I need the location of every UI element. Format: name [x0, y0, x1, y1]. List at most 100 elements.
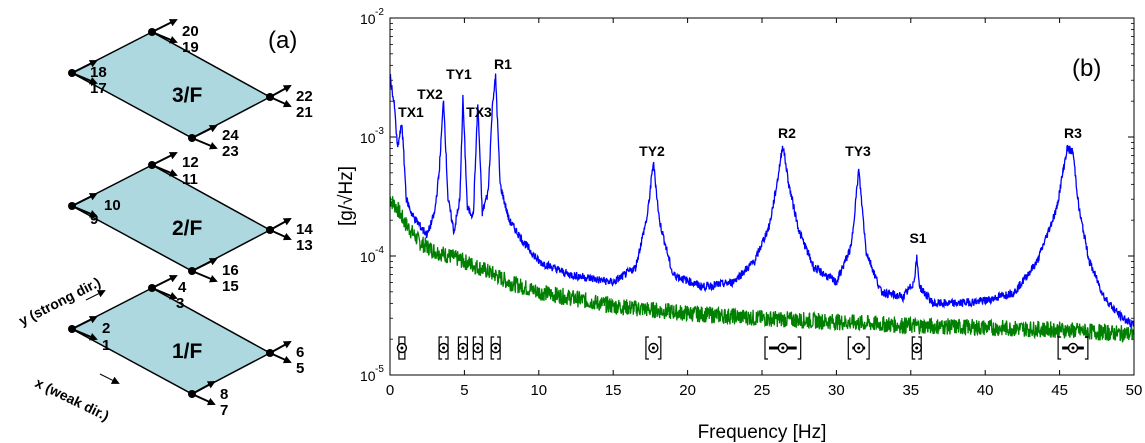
sensor-number: 7	[220, 402, 228, 419]
floor-label: 1/F	[172, 340, 203, 363]
sensor-number: 14	[296, 221, 313, 238]
sensor-number: 9	[90, 211, 98, 228]
y-tick-label: 10	[360, 11, 376, 27]
error-bar	[764, 336, 802, 360]
sensor-number: 5	[296, 360, 304, 377]
sensor-node	[266, 85, 292, 108]
sensor-number: 12	[182, 154, 199, 171]
x-axis-label: Frequency [Hz]	[698, 422, 827, 443]
y-direction-arrow	[85, 290, 106, 301]
series-line-blue	[389, 73, 1135, 329]
error-bar-bracket	[866, 336, 870, 360]
peak-label: R1	[494, 56, 512, 72]
error-bar-center-dot	[494, 346, 498, 350]
error-bar-bracket	[657, 336, 662, 360]
error-bar-bracket	[797, 336, 802, 360]
series-lines	[389, 73, 1135, 343]
x-axis-ticks: 0 5 10 15 20 25 30 35 40 45 50	[386, 18, 1143, 399]
sensor-node	[68, 316, 98, 341]
panel-a-label: (a)	[268, 27, 297, 54]
error-bar-center-dot	[781, 346, 785, 350]
panel-a: (a) 3/F 20 19 18 17 22 21 24 23 2/F 12 1…	[16, 19, 313, 424]
sensor-number: 17	[90, 80, 107, 97]
error-bar-bracket	[847, 336, 852, 360]
sensor-number: 24	[222, 127, 239, 144]
error-bar-center-dot	[857, 346, 861, 350]
peak-label: R3	[1064, 125, 1082, 141]
panel-b: 0 5 10 15 20 25 30 35 40 45 50 10-510-410-310-2 TX…	[336, 7, 1142, 443]
sensor-number: 3	[176, 295, 184, 312]
peak-label: TX2	[417, 86, 443, 102]
sensor-number: 4	[178, 279, 187, 296]
sensor-node	[266, 341, 292, 364]
floor-plate	[70, 164, 272, 272]
series-line-green	[389, 196, 1135, 343]
error-bar-center-dot	[915, 346, 919, 350]
error-bar	[847, 336, 870, 360]
sensor-number: 10	[104, 197, 121, 214]
sensor-node	[188, 381, 216, 406]
sensor-number: 16	[222, 262, 239, 279]
peak-label: S1	[909, 230, 926, 246]
y-tick-label: 10	[360, 368, 376, 384]
x-tick-label: 40	[977, 382, 994, 399]
sensor-number: 22	[296, 88, 313, 105]
y-tick-exponent: -5	[375, 364, 384, 375]
y-axis-label: [g/√Hz]	[336, 166, 357, 226]
floor-3: 3/F 20 19 18 17 22 21 24 23	[68, 19, 313, 160]
error-bar	[472, 336, 483, 360]
error-bar-center-dot	[442, 346, 446, 350]
error-bar	[490, 336, 501, 360]
sensor-number: 19	[182, 39, 199, 56]
sensor-number: 23	[222, 143, 239, 160]
error-bar-bracket	[764, 336, 768, 360]
peak-label: TX1	[398, 104, 424, 120]
error-bar-center-dot	[461, 346, 465, 350]
error-bar-center-dot	[1071, 346, 1075, 350]
sensor-number: 21	[296, 104, 313, 121]
sensor-node	[188, 258, 218, 283]
error-bar-center-dot	[651, 346, 655, 350]
error-bar-center-dot	[400, 346, 404, 350]
x-tick-label: 20	[679, 382, 696, 399]
error-bar-bracket	[645, 336, 649, 360]
floor-1: 1/F 4 3 2 1 6 5 8 7	[68, 275, 304, 419]
error-bar-bracket	[1084, 336, 1089, 360]
x-tick-label: 45	[1051, 382, 1068, 399]
error-bar-center-dot	[476, 346, 480, 350]
sensor-node	[188, 125, 218, 150]
error-bar	[396, 336, 408, 360]
sensor-number: 6	[296, 344, 304, 361]
sensor-node	[68, 60, 98, 85]
peak-label: R2	[778, 125, 796, 141]
x-tick-label: 0	[386, 382, 394, 399]
x-tick-label: 30	[828, 382, 845, 399]
x-direction-arrow	[99, 373, 120, 384]
x-tick-label: 10	[530, 382, 547, 399]
error-bars	[396, 336, 1089, 360]
x-tick-label: 50	[1126, 382, 1143, 399]
sensor-node	[148, 275, 178, 300]
y-tick-exponent: -2	[375, 7, 384, 18]
floor-2: 2/F 12 11 10 9 14 13 16 15	[68, 152, 313, 295]
sensor-node	[148, 152, 178, 177]
y-tick-exponent: -4	[375, 245, 384, 256]
peak-label: TX3	[466, 104, 492, 120]
floor-label: 2/F	[172, 217, 203, 240]
sensor-number: 11	[182, 171, 198, 188]
x-tick-label: 5	[460, 382, 468, 399]
y-tick-label: 10	[360, 249, 376, 265]
peak-label: TY3	[845, 143, 871, 159]
sensor-number: 2	[102, 320, 110, 337]
sensor-number: 13	[296, 237, 313, 254]
error-bar-bracket	[1057, 336, 1062, 360]
sensor-node	[148, 19, 178, 44]
sensor-node	[68, 193, 98, 218]
error-bar	[457, 336, 469, 360]
peak-label: TY1	[446, 66, 472, 82]
sensor-node	[266, 218, 292, 241]
y-tick-label: 10	[360, 130, 376, 146]
sensor-number: 15	[222, 278, 239, 295]
